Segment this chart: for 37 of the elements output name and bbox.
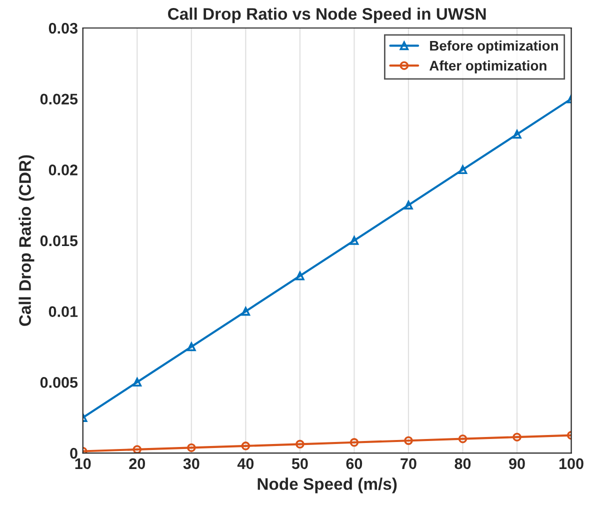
- x-tick-label: 40: [237, 458, 254, 470]
- legend-label: Before optimization: [430, 40, 558, 54]
- point: [512, 432, 522, 442]
- y-tick-label: 0: [70, 448, 78, 459]
- y-tick-label: 0.015: [40, 235, 78, 246]
- x-tick-label: 60: [346, 458, 362, 470]
- x-axis-title: Node Speed (m/s): [258, 478, 397, 494]
- point: [458, 165, 468, 174]
- y-tick-label: 0.005: [40, 377, 78, 388]
- x-tick-label: 80: [454, 458, 471, 470]
- point: [512, 130, 522, 139]
- x-tick-label: 30: [183, 458, 200, 470]
- x-tick-label: 100: [560, 458, 584, 470]
- point: [350, 236, 359, 245]
- point: [404, 436, 413, 445]
- y-tick-label: 0.025: [40, 94, 78, 105]
- point: [458, 434, 468, 444]
- y-tick-label: 0.01: [48, 306, 78, 318]
- point: [187, 443, 196, 452]
- point: [132, 445, 142, 454]
- point: [187, 342, 196, 352]
- x-tick-label: 70: [400, 458, 416, 470]
- point: [241, 306, 250, 316]
- x-tick-label: 10: [75, 458, 91, 470]
- x-tick-label: 90: [509, 458, 525, 470]
- x-tick-label: 50: [292, 458, 308, 470]
- point: [404, 200, 413, 210]
- point: [132, 378, 142, 387]
- point: [241, 442, 250, 450]
- y-tick-label: 0.02: [48, 164, 78, 176]
- y-axis-title: Call Drop Ratio (CDR): [18, 155, 34, 326]
- x-tick-label: 20: [129, 458, 146, 470]
- legend-label: After optimization: [430, 60, 546, 74]
- chart-title: Call Drop Ratio vs Node Speed in UWSN: [168, 8, 486, 24]
- y-tick-label: 0.03: [48, 22, 78, 34]
- point: [296, 440, 304, 449]
- point: [350, 438, 359, 447]
